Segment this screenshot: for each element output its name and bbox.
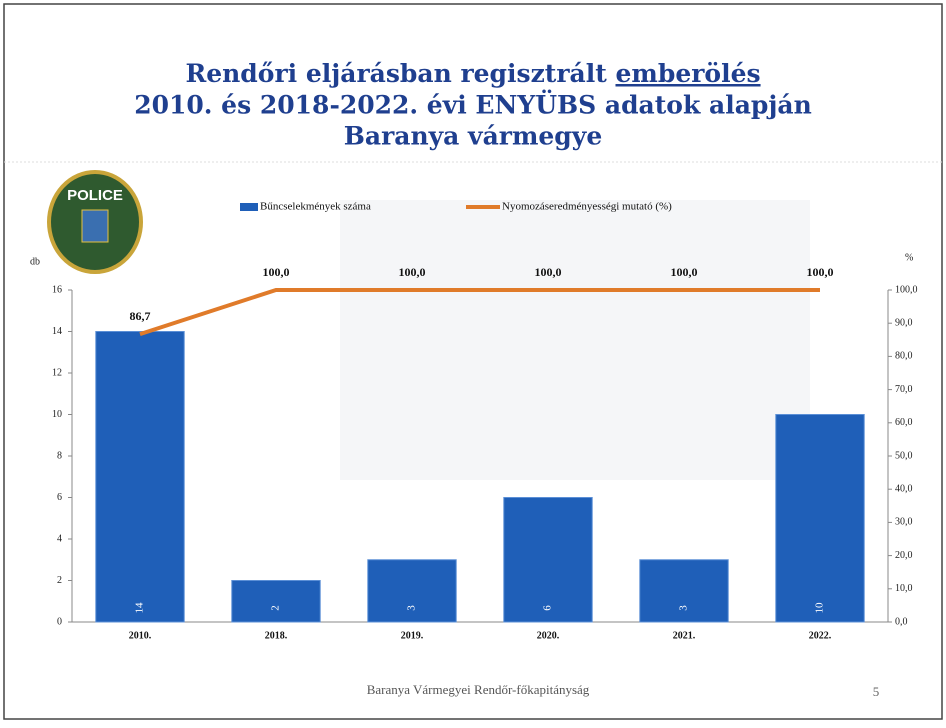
slide: Rendőri eljárásban regisztrált emberölés…	[0, 0, 946, 723]
bar-label: 2	[270, 605, 282, 611]
y-tick-label: 10	[52, 409, 62, 420]
bar	[368, 560, 456, 622]
logo-shield	[82, 210, 108, 242]
x-tick-label: 2021.	[673, 630, 696, 641]
value-label: 100,0	[535, 265, 562, 279]
bar-label: 6	[542, 605, 554, 611]
y2-tick-label: 20,0	[895, 550, 913, 561]
bar-label: 14	[134, 602, 146, 614]
value-label: 100,0	[671, 265, 698, 279]
y2-tick-label: 90,0	[895, 317, 913, 328]
y-tick-label: 12	[52, 367, 62, 378]
y-tick-label: 4	[57, 533, 62, 544]
y2-tick-label: 0,0	[895, 616, 908, 627]
bar	[776, 415, 864, 623]
bar	[96, 332, 184, 623]
y-tick-label: 0	[57, 616, 62, 627]
bar-label: 10	[814, 602, 826, 614]
y2-tick-label: 10,0	[895, 583, 913, 594]
chart-title: Baranya vármegye	[344, 122, 602, 151]
y-tick-label: 2	[57, 575, 62, 586]
chart-title: 2010. és 2018-2022. évi ENYÜBS adatok al…	[134, 91, 812, 120]
x-tick-label: 2022.	[809, 630, 832, 641]
background-image	[340, 200, 810, 480]
title-part: Rendőri eljárásban regisztrált	[185, 59, 607, 88]
x-tick-label: 2018.	[265, 630, 288, 641]
value-label: 100,0	[263, 265, 290, 279]
value-label: 100,0	[807, 265, 834, 279]
bar	[640, 560, 728, 622]
title-emphasis: emberölés	[615, 59, 760, 88]
y-tick-label: 14	[52, 326, 62, 337]
police-logo: POLICE	[49, 172, 141, 272]
y2-tick-label: 40,0	[895, 483, 913, 494]
legend-label: Nyomozáseredményességi mutató (%)	[502, 201, 672, 213]
bar-label: 3	[406, 605, 418, 611]
bar	[232, 581, 320, 623]
y-axis-label: db	[30, 256, 40, 267]
y2-tick-label: 50,0	[895, 450, 913, 461]
x-tick-label: 2019.	[401, 630, 424, 641]
value-label: 86,7	[130, 309, 151, 323]
y2-tick-label: 30,0	[895, 517, 913, 528]
chart-title: Rendőri eljárásban regisztrált emberölés	[185, 59, 760, 88]
y2-tick-label: 100,0	[895, 284, 918, 295]
logo-text: POLICE	[67, 187, 123, 204]
legend-swatch	[240, 203, 258, 211]
value-label: 100,0	[399, 265, 426, 279]
y-tick-label: 16	[52, 284, 62, 295]
bar-label: 3	[678, 605, 690, 611]
x-tick-label: 2020.	[537, 630, 560, 641]
page-number: 5	[873, 684, 880, 699]
x-tick-label: 2010.	[129, 630, 152, 641]
y2-tick-label: 60,0	[895, 417, 913, 428]
y2-tick-label: 70,0	[895, 384, 913, 395]
footer: Baranya Vármegyei Rendőr-főkapitányság	[367, 682, 590, 697]
y-tick-label: 6	[57, 492, 62, 503]
y2-tick-label: 80,0	[895, 351, 913, 362]
y2-axis-label: %	[905, 252, 913, 263]
y-tick-label: 8	[57, 450, 62, 461]
bar	[504, 498, 592, 623]
legend-label: Bűncselekmények száma	[260, 201, 371, 213]
